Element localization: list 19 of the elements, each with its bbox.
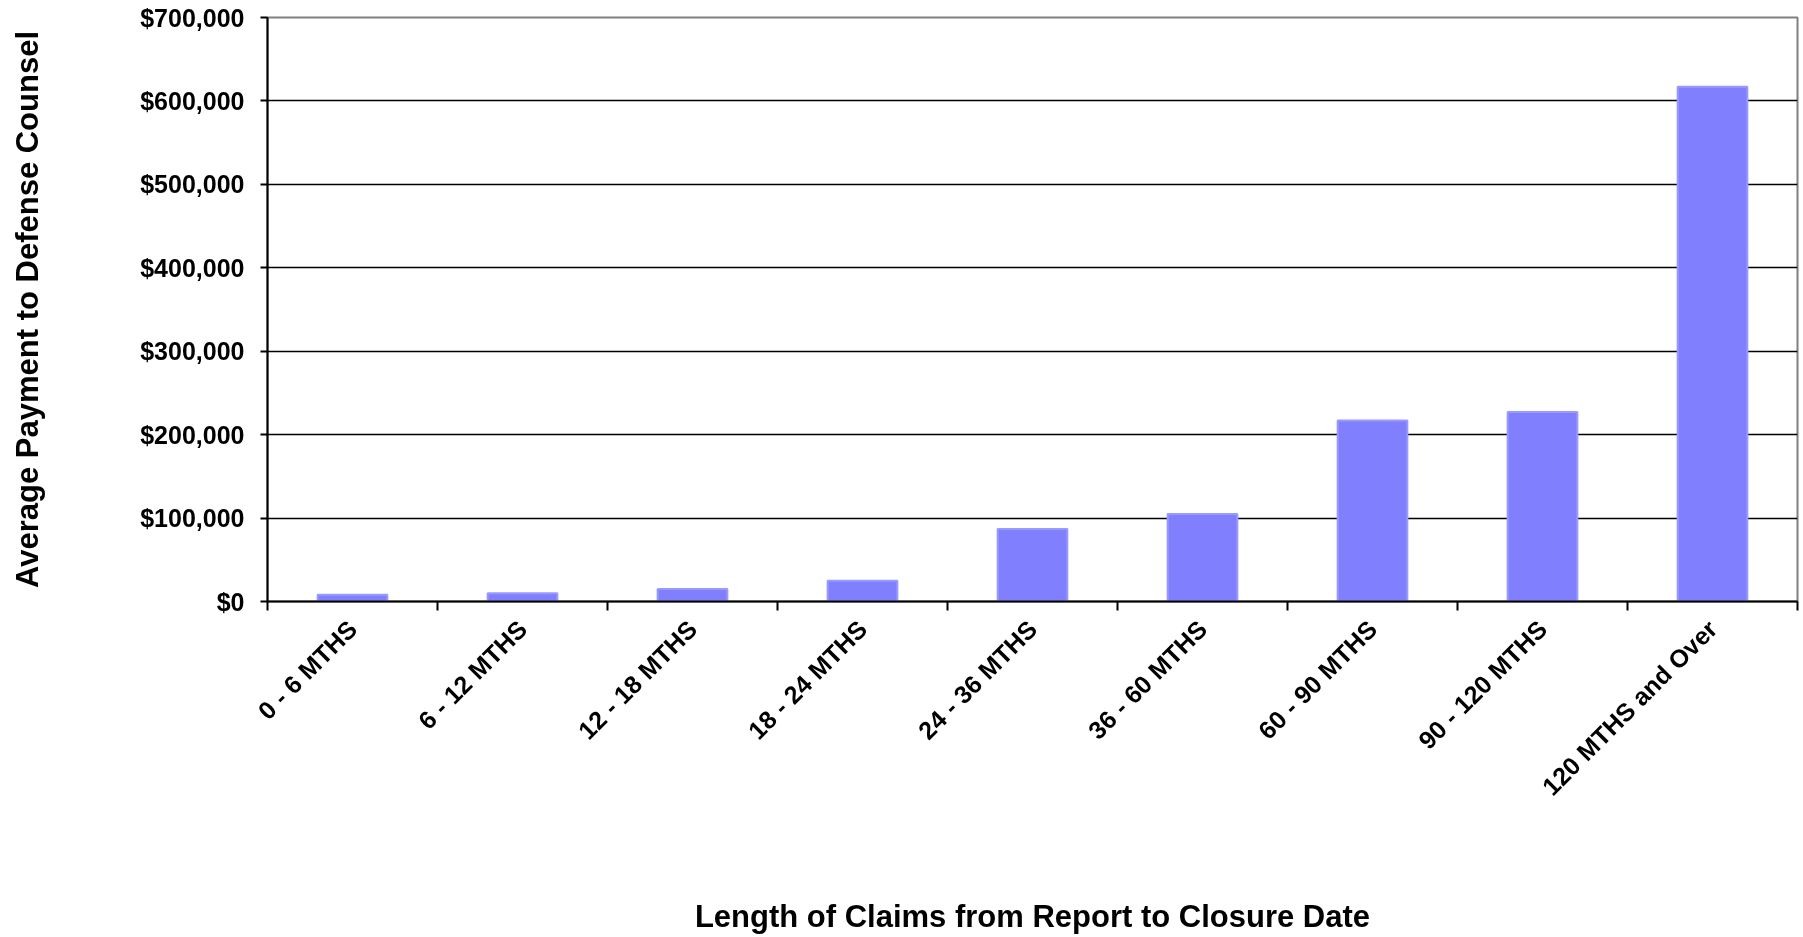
y-tick-label: $700,000 — [140, 3, 245, 32]
y-axis-title: Average Payment to Defense Counsel — [10, 30, 46, 589]
bar — [996, 527, 1069, 602]
y-tick-label: $100,000 — [140, 504, 245, 533]
bar — [1506, 411, 1579, 602]
bar — [656, 587, 729, 602]
y-tick-label: $300,000 — [140, 337, 245, 366]
bar — [1676, 85, 1749, 602]
x-axis-title: Length of Claims from Report to Closure Date — [694, 899, 1371, 935]
bar — [826, 579, 899, 602]
y-tick-label: $0 — [216, 587, 245, 616]
y-tick-label: $200,000 — [140, 420, 245, 449]
y-tick-label: $400,000 — [140, 253, 245, 282]
bar — [1166, 512, 1239, 602]
y-tick-label: $600,000 — [140, 86, 245, 115]
bar — [316, 593, 389, 602]
bar — [486, 592, 559, 602]
bar — [1336, 419, 1409, 602]
y-tick-label: $500,000 — [140, 170, 245, 199]
